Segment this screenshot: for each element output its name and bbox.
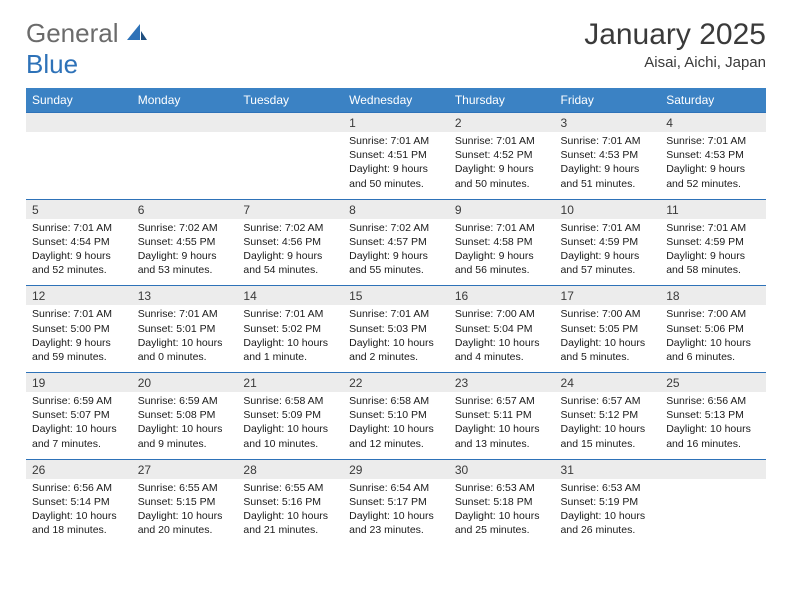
day-number-row: 12131415161718: [26, 286, 766, 306]
logo: General Blue: [26, 18, 148, 80]
day-number-cell: 18: [660, 286, 766, 306]
day-detail-cell: Sunrise: 6:57 AMSunset: 5:11 PMDaylight:…: [449, 392, 555, 459]
day-number-cell: 8: [343, 199, 449, 219]
day-header-cell: Thursday: [449, 88, 555, 113]
day-detail-cell: Sunrise: 7:01 AMSunset: 5:02 PMDaylight:…: [237, 305, 343, 372]
day-detail-cell: Sunrise: 6:57 AMSunset: 5:12 PMDaylight:…: [555, 392, 661, 459]
day-number-cell: 22: [343, 373, 449, 393]
month-title: January 2025: [584, 18, 766, 52]
day-number-cell: 16: [449, 286, 555, 306]
logo-text-general: General: [26, 18, 119, 48]
day-number-cell: 25: [660, 373, 766, 393]
day-number-cell: 14: [237, 286, 343, 306]
day-detail-cell: [132, 132, 238, 199]
day-detail-cell: Sunrise: 7:01 AMSunset: 4:53 PMDaylight:…: [555, 132, 661, 199]
day-number-cell: 28: [237, 459, 343, 479]
day-detail-cell: Sunrise: 6:58 AMSunset: 5:09 PMDaylight:…: [237, 392, 343, 459]
day-number-cell: 26: [26, 459, 132, 479]
day-header-row: SundayMondayTuesdayWednesdayThursdayFrid…: [26, 88, 766, 113]
day-detail-cell: Sunrise: 7:02 AMSunset: 4:57 PMDaylight:…: [343, 219, 449, 286]
day-detail-cell: Sunrise: 6:55 AMSunset: 5:15 PMDaylight:…: [132, 479, 238, 546]
day-number-cell: 9: [449, 199, 555, 219]
title-area: January 2025 Aisai, Aichi, Japan: [584, 18, 766, 71]
day-number-cell: 3: [555, 113, 661, 133]
day-number-row: 19202122232425: [26, 373, 766, 393]
day-number-cell: 13: [132, 286, 238, 306]
day-detail-cell: Sunrise: 7:01 AMSunset: 4:59 PMDaylight:…: [555, 219, 661, 286]
day-number-cell: 31: [555, 459, 661, 479]
day-number-cell: 17: [555, 286, 661, 306]
day-number-cell: [660, 459, 766, 479]
day-number-cell: 2: [449, 113, 555, 133]
day-number-cell: 27: [132, 459, 238, 479]
day-number-cell: [132, 113, 238, 133]
day-detail-cell: Sunrise: 7:00 AMSunset: 5:05 PMDaylight:…: [555, 305, 661, 372]
day-detail-cell: [26, 132, 132, 199]
day-detail-cell: Sunrise: 7:01 AMSunset: 5:01 PMDaylight:…: [132, 305, 238, 372]
day-number-cell: [26, 113, 132, 133]
day-header-cell: Sunday: [26, 88, 132, 113]
day-detail-cell: Sunrise: 6:55 AMSunset: 5:16 PMDaylight:…: [237, 479, 343, 546]
day-header-cell: Monday: [132, 88, 238, 113]
day-number-cell: 12: [26, 286, 132, 306]
day-number-cell: 10: [555, 199, 661, 219]
day-detail-row: Sunrise: 7:01 AMSunset: 4:51 PMDaylight:…: [26, 132, 766, 199]
day-detail-cell: Sunrise: 6:56 AMSunset: 5:14 PMDaylight:…: [26, 479, 132, 546]
day-number-cell: 5: [26, 199, 132, 219]
day-detail-cell: Sunrise: 6:54 AMSunset: 5:17 PMDaylight:…: [343, 479, 449, 546]
day-header-cell: Saturday: [660, 88, 766, 113]
day-number-row: 1234: [26, 113, 766, 133]
day-number-cell: 4: [660, 113, 766, 133]
day-number-cell: 29: [343, 459, 449, 479]
day-detail-cell: Sunrise: 6:56 AMSunset: 5:13 PMDaylight:…: [660, 392, 766, 459]
day-detail-row: Sunrise: 6:59 AMSunset: 5:07 PMDaylight:…: [26, 392, 766, 459]
sail-icon: [126, 18, 148, 49]
day-number-row: 262728293031: [26, 459, 766, 479]
day-number-cell: 15: [343, 286, 449, 306]
day-detail-cell: Sunrise: 7:02 AMSunset: 4:56 PMDaylight:…: [237, 219, 343, 286]
day-detail-cell: Sunrise: 6:58 AMSunset: 5:10 PMDaylight:…: [343, 392, 449, 459]
day-header-cell: Friday: [555, 88, 661, 113]
day-number-cell: 23: [449, 373, 555, 393]
day-number-cell: [237, 113, 343, 133]
day-number-cell: 11: [660, 199, 766, 219]
day-detail-cell: Sunrise: 7:01 AMSunset: 4:59 PMDaylight:…: [660, 219, 766, 286]
day-detail-cell: Sunrise: 7:00 AMSunset: 5:06 PMDaylight:…: [660, 305, 766, 372]
day-detail-cell: Sunrise: 7:01 AMSunset: 4:52 PMDaylight:…: [449, 132, 555, 199]
day-detail-cell: Sunrise: 6:53 AMSunset: 5:19 PMDaylight:…: [555, 479, 661, 546]
day-detail-row: Sunrise: 6:56 AMSunset: 5:14 PMDaylight:…: [26, 479, 766, 546]
day-header-cell: Tuesday: [237, 88, 343, 113]
day-detail-cell: Sunrise: 6:59 AMSunset: 5:08 PMDaylight:…: [132, 392, 238, 459]
day-header-cell: Wednesday: [343, 88, 449, 113]
day-number-cell: 7: [237, 199, 343, 219]
day-detail-cell: Sunrise: 7:01 AMSunset: 4:58 PMDaylight:…: [449, 219, 555, 286]
day-detail-row: Sunrise: 7:01 AMSunset: 5:00 PMDaylight:…: [26, 305, 766, 372]
day-number-cell: 19: [26, 373, 132, 393]
day-number-cell: 1: [343, 113, 449, 133]
day-detail-cell: [660, 479, 766, 546]
day-number-cell: 30: [449, 459, 555, 479]
day-detail-cell: Sunrise: 7:01 AMSunset: 4:54 PMDaylight:…: [26, 219, 132, 286]
day-number-cell: 21: [237, 373, 343, 393]
day-detail-row: Sunrise: 7:01 AMSunset: 4:54 PMDaylight:…: [26, 219, 766, 286]
day-detail-cell: Sunrise: 7:01 AMSunset: 4:53 PMDaylight:…: [660, 132, 766, 199]
day-detail-cell: Sunrise: 6:59 AMSunset: 5:07 PMDaylight:…: [26, 392, 132, 459]
day-detail-cell: Sunrise: 7:02 AMSunset: 4:55 PMDaylight:…: [132, 219, 238, 286]
day-number-cell: 24: [555, 373, 661, 393]
location-text: Aisai, Aichi, Japan: [584, 54, 766, 71]
day-detail-cell: Sunrise: 7:01 AMSunset: 4:51 PMDaylight:…: [343, 132, 449, 199]
day-detail-cell: Sunrise: 6:53 AMSunset: 5:18 PMDaylight:…: [449, 479, 555, 546]
calendar-table: SundayMondayTuesdayWednesdayThursdayFrid…: [26, 88, 766, 545]
page-header: General Blue January 2025 Aisai, Aichi, …: [26, 18, 766, 80]
day-detail-cell: Sunrise: 7:01 AMSunset: 5:03 PMDaylight:…: [343, 305, 449, 372]
day-number-cell: 6: [132, 199, 238, 219]
logo-text-blue: Blue: [26, 49, 78, 79]
day-detail-cell: [237, 132, 343, 199]
day-number-row: 567891011: [26, 199, 766, 219]
logo-text: General Blue: [26, 18, 148, 80]
day-detail-cell: Sunrise: 7:01 AMSunset: 5:00 PMDaylight:…: [26, 305, 132, 372]
day-detail-cell: Sunrise: 7:00 AMSunset: 5:04 PMDaylight:…: [449, 305, 555, 372]
day-number-cell: 20: [132, 373, 238, 393]
